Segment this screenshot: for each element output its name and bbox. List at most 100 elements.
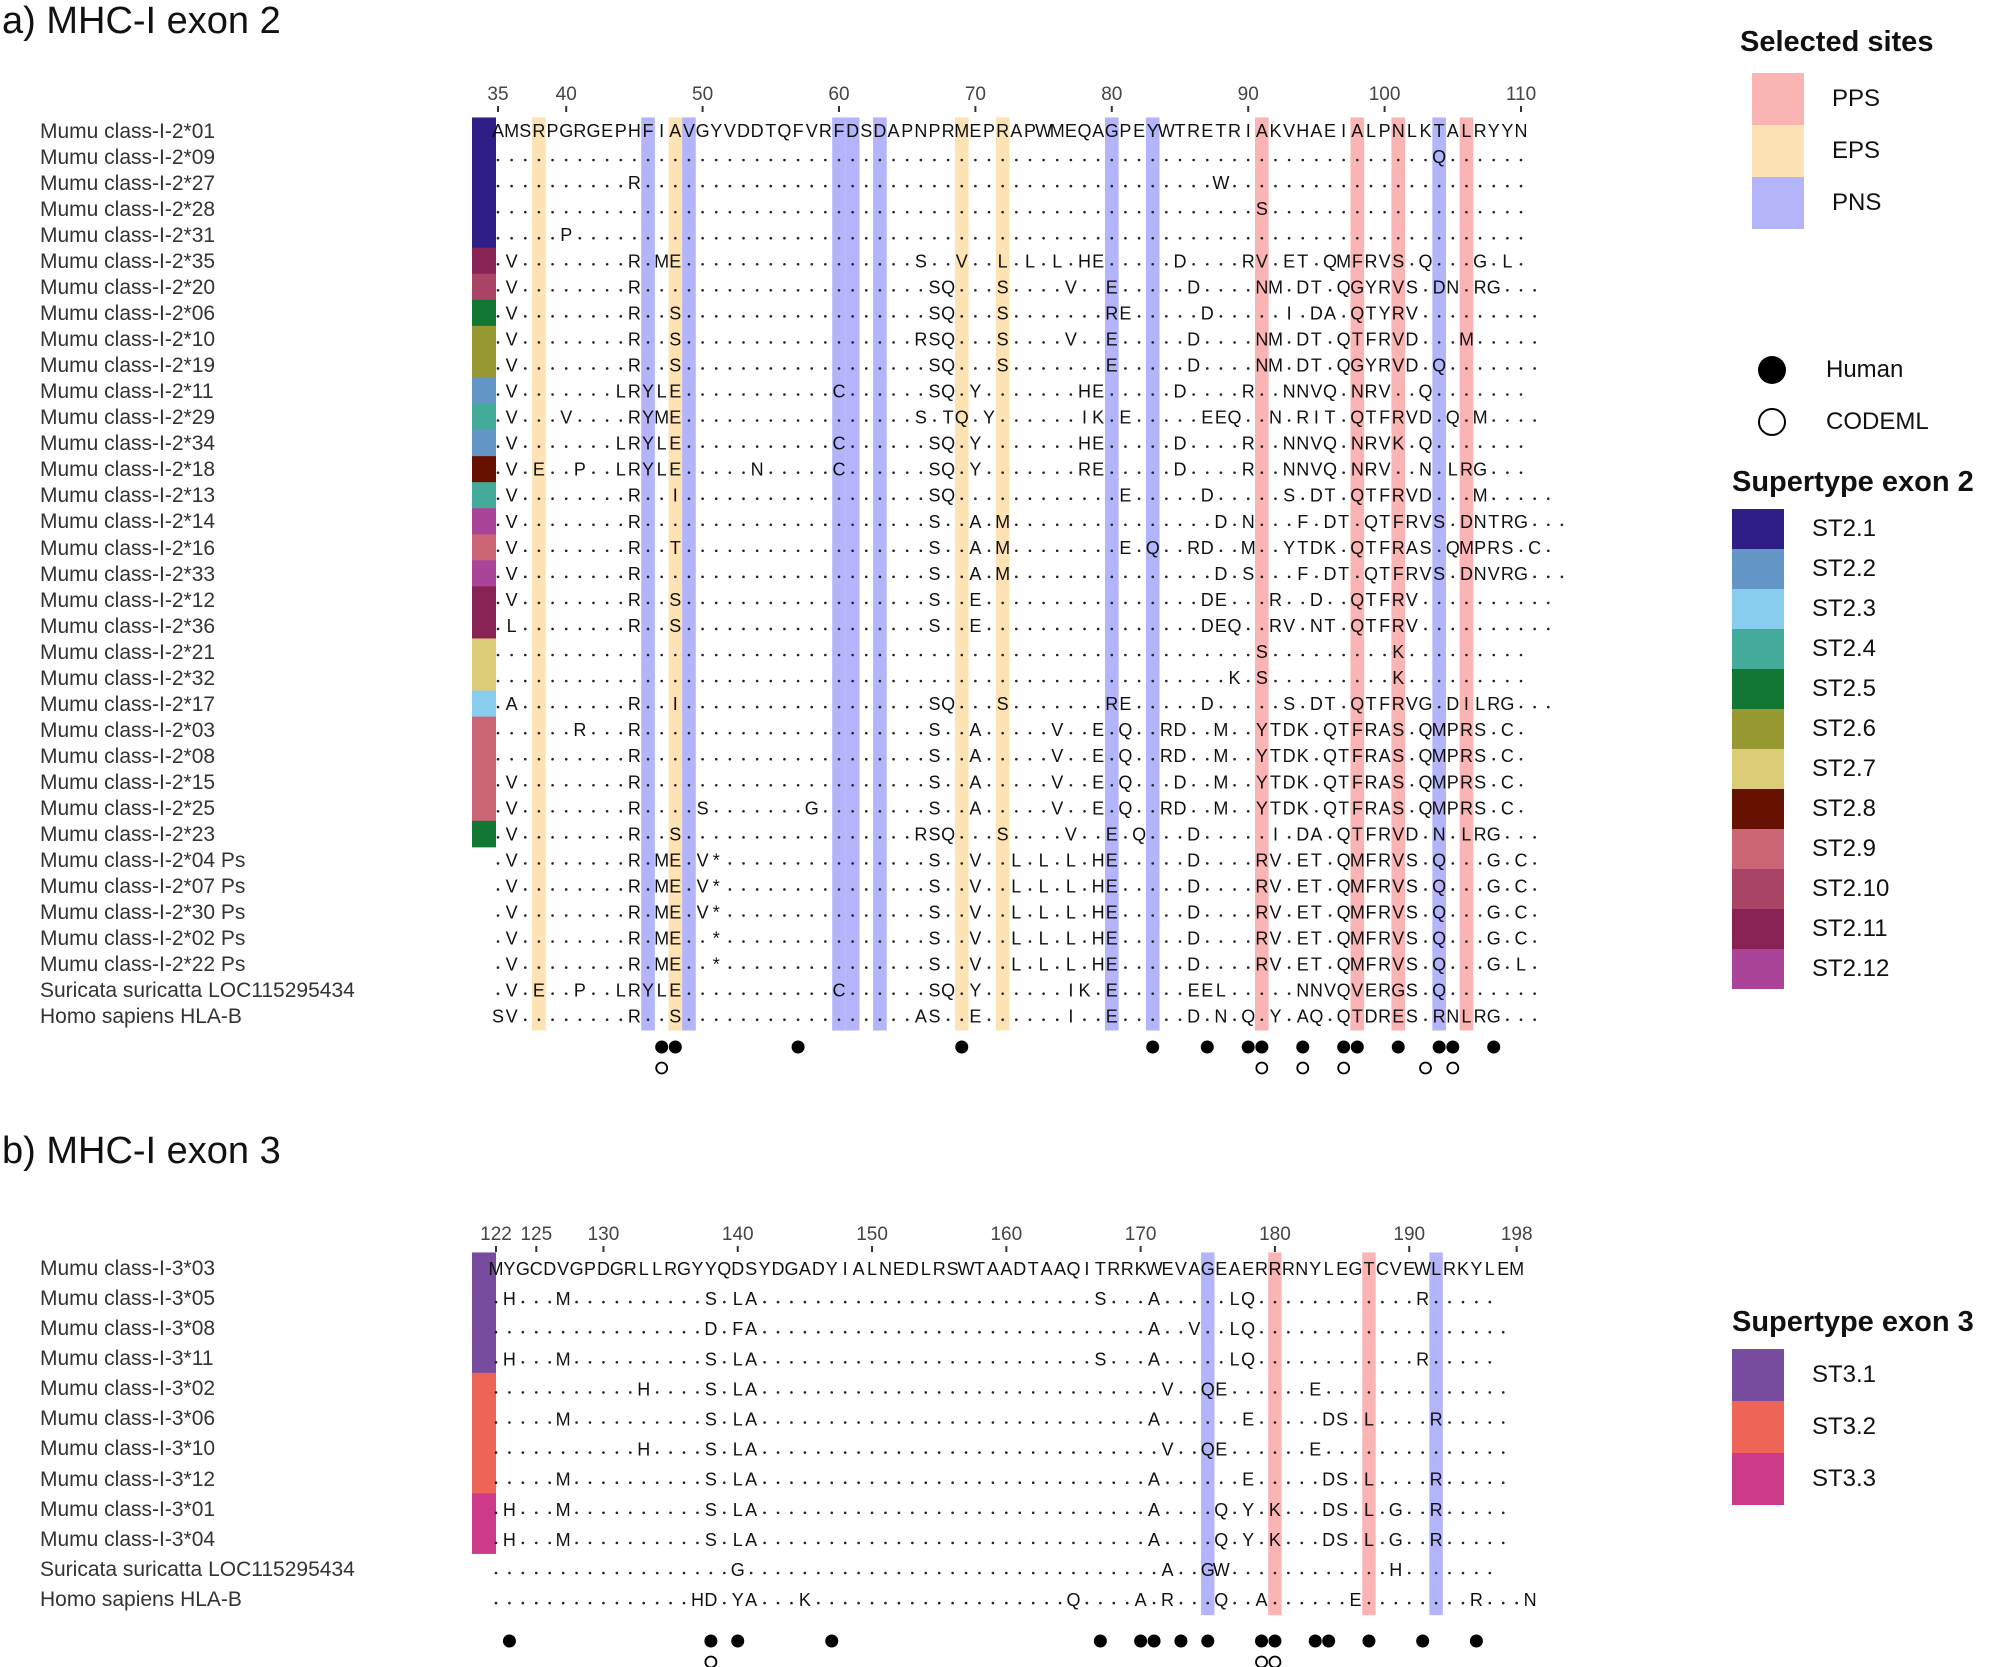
- residue-dot: [1083, 497, 1086, 501]
- residue-dot: [1110, 653, 1114, 657]
- residue: D: [1187, 277, 1200, 297]
- residue-dot: [1407, 1541, 1411, 1545]
- residue-dot: [878, 262, 882, 266]
- residue: L: [1461, 824, 1471, 844]
- residue-dot: [1519, 1018, 1523, 1021]
- residue: Q: [941, 303, 955, 323]
- residue-dot: [534, 1300, 538, 1304]
- highlight-pps: [1459, 117, 1474, 1031]
- residue: Q: [1241, 1319, 1255, 1339]
- residue-dot: [1152, 1451, 1156, 1454]
- residue-dot: [1042, 236, 1045, 240]
- residue-dot: [1448, 1571, 1451, 1575]
- residue: G: [1389, 1500, 1403, 1520]
- residue-dot: [1069, 158, 1073, 162]
- residue: T: [1379, 564, 1390, 584]
- residue-dot: [991, 1330, 995, 1334]
- residue-dot: [1246, 1571, 1250, 1575]
- residue: I: [1068, 1007, 1073, 1027]
- residue-dot: [1421, 1511, 1424, 1515]
- residue-dot: [991, 1451, 995, 1454]
- residue-dot: [974, 184, 977, 188]
- residue: S: [1392, 720, 1404, 740]
- residue: V: [1256, 251, 1268, 271]
- residue: V: [1310, 434, 1322, 454]
- residue: A: [969, 720, 981, 740]
- residue: D: [812, 1259, 825, 1279]
- residue: S: [1474, 746, 1486, 766]
- highlight-pns: [873, 117, 887, 1031]
- residue: E: [1403, 1259, 1415, 1279]
- residue-dot: [1533, 862, 1536, 865]
- residue: L: [1230, 1289, 1240, 1309]
- residue-dot: [824, 236, 827, 240]
- residue: L: [657, 460, 667, 480]
- residue-dot: [660, 367, 663, 370]
- residue-dot: [1506, 471, 1509, 474]
- residue: T: [1311, 277, 1322, 297]
- residue: Q: [1323, 434, 1337, 454]
- residue-dot: [1028, 210, 1032, 214]
- residue-dot: [605, 393, 609, 396]
- residue-dot: [1533, 914, 1536, 917]
- residue: Q: [1337, 929, 1351, 949]
- residue: Q: [1337, 1007, 1351, 1027]
- residue: R: [628, 329, 641, 349]
- residue: R: [1392, 590, 1405, 610]
- residue-dot: [642, 1481, 646, 1484]
- residue-dot: [1287, 1391, 1290, 1394]
- residue: M: [556, 1349, 571, 1369]
- residue-dot: [1437, 419, 1441, 422]
- residue-dot: [763, 1571, 766, 1575]
- residue-dot: [857, 1361, 860, 1364]
- residue-dot: [728, 445, 732, 448]
- residue: E: [1092, 382, 1104, 402]
- residue-dot: [1381, 1330, 1384, 1334]
- residue-dot: [1096, 1018, 1100, 1021]
- residue-dot: [1478, 914, 1482, 917]
- residue-dot: [1492, 992, 1496, 995]
- residue-dot: [960, 679, 964, 683]
- residue-dot: [508, 1451, 511, 1454]
- residue: G: [1391, 981, 1405, 1001]
- residue: R: [1460, 798, 1473, 818]
- residue-dot: [960, 393, 964, 396]
- residue-dot: [1193, 1300, 1196, 1304]
- residue-dot: [714, 810, 718, 813]
- residue-dot: [551, 262, 554, 266]
- residue-dot: [588, 1391, 592, 1394]
- residue-dot: [1205, 653, 1209, 657]
- residue-dot: [1233, 184, 1236, 188]
- residue-dot: [810, 289, 814, 292]
- residue-dot: [701, 393, 704, 396]
- residue-dot: [1233, 158, 1236, 162]
- residue: G: [516, 1259, 530, 1279]
- residue-dot: [1018, 1511, 1022, 1515]
- residue: N: [1296, 434, 1309, 454]
- residue: V: [969, 876, 981, 896]
- residue: P: [615, 121, 627, 141]
- residue: M: [489, 1259, 504, 1279]
- residue: S: [1094, 1349, 1106, 1369]
- residue-dot: [1492, 653, 1496, 657]
- residue-dot: [523, 393, 527, 396]
- residue-dot: [578, 367, 582, 370]
- residue: M: [654, 903, 669, 923]
- residue: R: [1378, 1007, 1391, 1027]
- residue-dot: [892, 601, 895, 605]
- residue-dot: [837, 497, 841, 501]
- residue-dot: [1206, 1511, 1210, 1515]
- residue: Q: [1078, 121, 1092, 141]
- residue-dot: [1152, 1391, 1156, 1394]
- residue-dot: [1205, 1018, 1209, 1021]
- residue-dot: [687, 549, 691, 553]
- residue-dot: [1042, 783, 1045, 787]
- residue-dot: [1028, 158, 1032, 162]
- legend-swatch: [1732, 1401, 1784, 1453]
- residue-dot: [714, 158, 718, 162]
- residue-dot: [575, 1330, 578, 1334]
- residue: S: [1501, 538, 1513, 558]
- residue-dot: [810, 393, 814, 396]
- residue-dot: [776, 1300, 780, 1304]
- residue-dot: [496, 836, 500, 839]
